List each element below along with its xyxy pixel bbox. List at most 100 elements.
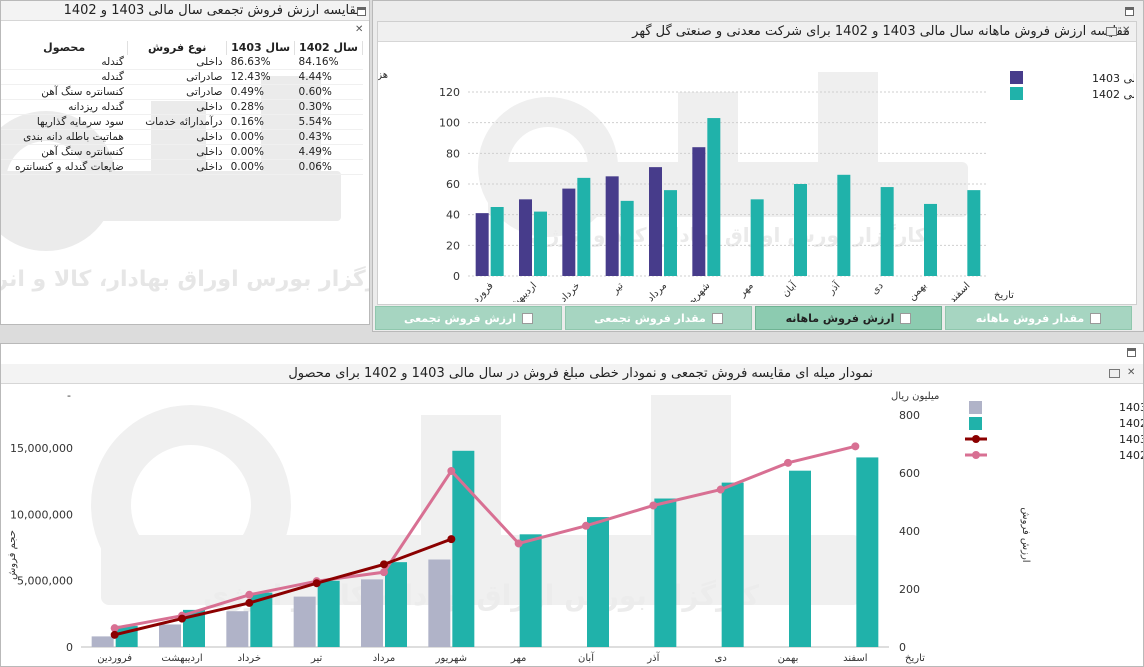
tab-cumulative-quantity[interactable]: مقدار فروش تجمعی bbox=[565, 306, 752, 330]
bar-1402 bbox=[837, 174, 851, 276]
cell-1402: 4.49% bbox=[294, 144, 363, 160]
x-tick-label: خرداد bbox=[558, 280, 582, 302]
bar-1402 bbox=[577, 177, 591, 276]
table-row[interactable]: 0.60% 0.49% صادراتی کنسانتره سنگ آهن bbox=[1, 84, 363, 100]
bar-1403 bbox=[649, 167, 662, 276]
watermark-logo bbox=[91, 395, 861, 605]
x-tick-label: بهمن bbox=[907, 280, 929, 302]
point-value-1402 bbox=[110, 624, 119, 633]
cell-1403: 0.00% bbox=[226, 144, 295, 160]
bar-1402 bbox=[664, 190, 677, 276]
point-value-1403 bbox=[312, 579, 321, 588]
bar-volume-1402 bbox=[183, 609, 205, 647]
y-tick-label: 0 bbox=[453, 270, 460, 283]
cell-product: هماتیت باطله دانه بندی bbox=[1, 129, 128, 145]
table-row[interactable]: 4.44% 12.43% صادراتی گندله bbox=[1, 69, 363, 85]
export-icon[interactable] bbox=[1106, 27, 1117, 36]
maximize-icon[interactable] bbox=[1125, 7, 1134, 16]
chart-tabs: ارزش فروش تجمعی مقدار فروش تجمعی ارزش فر… bbox=[375, 306, 1135, 330]
y-tick-label: 10,000,000 bbox=[10, 508, 73, 521]
close-icon[interactable]: ✕ bbox=[1127, 367, 1136, 378]
maximize-icon[interactable] bbox=[1127, 348, 1136, 357]
bar-volume-1403 bbox=[226, 611, 249, 647]
bar-volume-1402 bbox=[385, 562, 407, 647]
cell-product: گندله ریزدانه bbox=[1, 99, 128, 115]
bar-1402 bbox=[750, 199, 764, 276]
cell-sale-type: داخلی bbox=[127, 159, 227, 175]
y-right-tick-label: 800 bbox=[899, 409, 920, 422]
legend-label: ارزش فروش تجمعی 1403 bbox=[1119, 433, 1143, 446]
cell-product: سود سرمایه گذاریها bbox=[1, 114, 128, 130]
point-value-1403 bbox=[178, 614, 186, 623]
x-tick-label: اسفند bbox=[947, 280, 972, 302]
point-value-1403 bbox=[380, 560, 388, 569]
table-row[interactable]: 0.43% 0.00% داخلی هماتیت باطله دانه بندی bbox=[1, 129, 363, 145]
col-header-1402[interactable]: سال 1402 bbox=[294, 41, 363, 55]
maximize-icon[interactable] bbox=[357, 7, 366, 16]
col-header-sale-type[interactable]: نوع فروش bbox=[127, 41, 228, 55]
x-tick-label: دی bbox=[869, 280, 885, 296]
tab-cumulative-value[interactable]: ارزش فروش تجمعی bbox=[375, 306, 562, 330]
y-tick-label: 20 bbox=[446, 239, 460, 252]
bar-volume-1402 bbox=[519, 534, 542, 647]
bar-1402 bbox=[967, 190, 981, 276]
table-row[interactable]: 4.49% 0.00% داخلی کنسانتره سنگ آهن bbox=[1, 144, 363, 160]
x-axis-label: تاریخ bbox=[994, 290, 1014, 301]
col-header-1403[interactable]: سال 1403 bbox=[226, 41, 296, 55]
x-tick-label: تیر bbox=[310, 653, 323, 664]
x-tick-label: آبان bbox=[578, 651, 595, 664]
cell-sale-type: داخلی bbox=[127, 129, 227, 145]
monthly-bar-chart: کارگزار بورس اوراق بهادار، کالا و انرژی 0… bbox=[378, 70, 1134, 302]
legend-label: حجم فروش تجمعی 1402 bbox=[1119, 417, 1143, 430]
y-right-tick-label: 600 bbox=[899, 467, 920, 480]
table-row[interactable]: 5.54% 0.16% درآمدارائه خدمات سود سرمایه گذا… bbox=[1, 114, 363, 130]
watermark-shape bbox=[478, 97, 618, 237]
tab-monthly-value[interactable]: ارزش فروش ماهانه bbox=[755, 306, 942, 330]
x-tick-label: اسفند bbox=[843, 653, 867, 664]
close-icon[interactable]: ✕ bbox=[355, 24, 364, 35]
y-tick-label: - bbox=[67, 389, 71, 402]
cell-product: کنسانتره سنگ آهن bbox=[1, 84, 128, 100]
bar-volume-1402 bbox=[856, 457, 879, 647]
x-tick-label: آذر bbox=[646, 651, 660, 664]
tab-monthly-quantity[interactable]: مقدار فروش ماهانه bbox=[945, 306, 1132, 330]
x-tick-label: بهمن bbox=[778, 653, 799, 664]
point-value-1403 bbox=[245, 598, 254, 607]
point-value-1403 bbox=[447, 535, 456, 544]
legend-label: سال مالی 1402 bbox=[1092, 88, 1134, 101]
col-header-product[interactable]: محصول bbox=[1, 41, 129, 55]
y-right-tick-label: 200 bbox=[899, 583, 920, 596]
cell-1402: 0.06% bbox=[294, 159, 363, 175]
table-panel-title: مقایسه ارزش فروش تجمعی سال مالی 1403 و 1… bbox=[1, 1, 369, 21]
y-tick-label: 5,000,000 bbox=[17, 575, 73, 588]
legend-label: حجم فروش تجمعی 1403 bbox=[1119, 401, 1143, 414]
bar-1402 bbox=[794, 184, 807, 276]
cell-1403: 0.00% bbox=[226, 129, 295, 145]
cell-1402: 5.54% bbox=[294, 114, 363, 130]
cell-1403: 0.28% bbox=[226, 99, 295, 115]
table-row[interactable]: 84.16% 86.63% داخلی گندله bbox=[1, 55, 363, 70]
cell-product: گندله bbox=[1, 55, 128, 70]
cell-sale-type: داخلی bbox=[127, 144, 227, 160]
y-tick-label: 80 bbox=[446, 147, 460, 160]
export-icon[interactable] bbox=[1109, 369, 1120, 378]
bar-1402 bbox=[707, 118, 721, 276]
point-value-1402 bbox=[582, 521, 590, 530]
x-tick-label: فروردین bbox=[97, 653, 132, 664]
point-value-1402 bbox=[447, 466, 456, 475]
table-row[interactable]: 0.30% 0.28% داخلی گندله ریزدانه bbox=[1, 99, 363, 115]
x-tick-label: آذر bbox=[824, 278, 843, 297]
bar-1403 bbox=[605, 176, 619, 276]
bar-volume-1402 bbox=[587, 517, 609, 647]
y-tick-label: 60 bbox=[446, 178, 460, 191]
cell-1402: 0.60% bbox=[294, 84, 363, 100]
cell-sale-type: داخلی bbox=[127, 55, 227, 70]
close-icon[interactable]: ✕ bbox=[1122, 25, 1131, 36]
watermark-logo bbox=[478, 72, 968, 237]
table-panel: مقایسه ارزش فروش تجمعی سال مالی 1403 و 1… bbox=[0, 0, 370, 325]
cell-1402: 4.44% bbox=[294, 69, 363, 85]
table-row[interactable]: 0.06% 0.00% داخلی ضایعات گندله و کنسانتره bbox=[1, 159, 363, 175]
bar-volume-1402 bbox=[789, 470, 811, 647]
bar-1402 bbox=[880, 187, 894, 276]
x-tick-label: دی bbox=[715, 653, 727, 664]
